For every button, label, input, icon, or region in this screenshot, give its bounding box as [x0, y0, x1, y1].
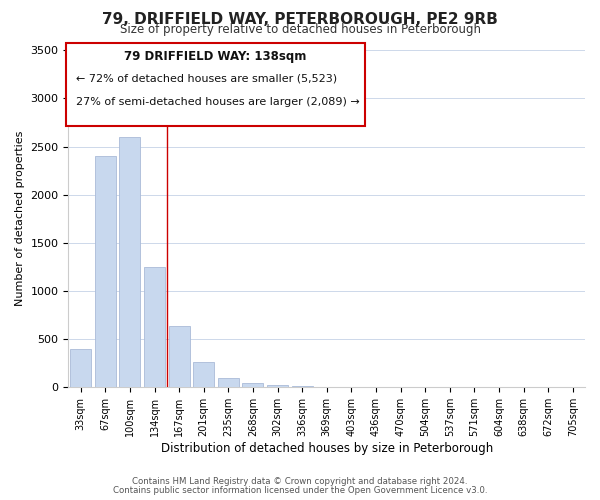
Bar [193, 362, 214, 388]
Bar [218, 378, 239, 388]
Bar [267, 385, 288, 388]
Text: 79 DRIFFIELD WAY: 138sqm: 79 DRIFFIELD WAY: 138sqm [124, 50, 307, 63]
Text: 27% of semi-detached houses are larger (2,089) →: 27% of semi-detached houses are larger (… [76, 98, 360, 108]
Text: Size of property relative to detached houses in Peterborough: Size of property relative to detached ho… [119, 22, 481, 36]
X-axis label: Distribution of detached houses by size in Peterborough: Distribution of detached houses by size … [161, 442, 493, 455]
Bar [119, 137, 140, 388]
Bar [70, 349, 91, 388]
Bar [144, 267, 165, 388]
Y-axis label: Number of detached properties: Number of detached properties [15, 131, 25, 306]
Bar [292, 386, 313, 388]
Text: Contains HM Land Registry data © Crown copyright and database right 2024.: Contains HM Land Registry data © Crown c… [132, 477, 468, 486]
Bar [242, 382, 263, 388]
Text: ← 72% of detached houses are smaller (5,523): ← 72% of detached houses are smaller (5,… [76, 74, 337, 84]
FancyBboxPatch shape [66, 44, 365, 126]
Bar [169, 326, 190, 388]
Text: Contains public sector information licensed under the Open Government Licence v3: Contains public sector information licen… [113, 486, 487, 495]
Text: 79, DRIFFIELD WAY, PETERBOROUGH, PE2 9RB: 79, DRIFFIELD WAY, PETERBOROUGH, PE2 9RB [102, 12, 498, 26]
Bar [95, 156, 116, 388]
